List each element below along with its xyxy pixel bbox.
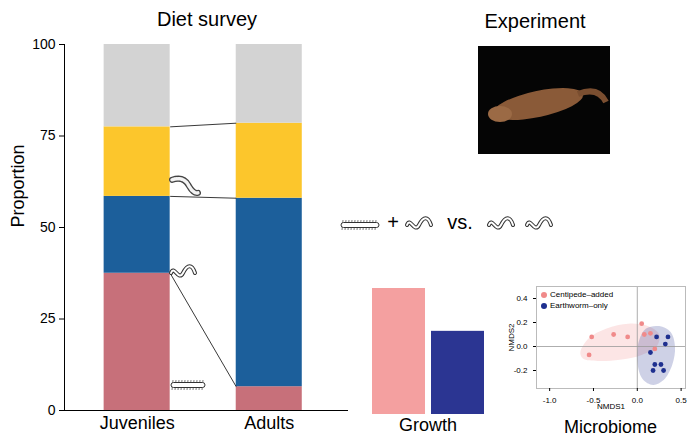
svg-text:0.5: 0.5 [676, 396, 688, 405]
svg-text:0.0: 0.0 [516, 342, 528, 351]
html-text:vs.: vs. [447, 211, 473, 233]
html-text:Experiment: Experiment [484, 10, 586, 32]
svg-text:100: 100 [32, 36, 56, 52]
svg-text:Adults: Adults [244, 413, 294, 433]
svg-text:0.4: 0.4 [516, 294, 528, 303]
svg-text:NMDS1: NMDS1 [597, 402, 626, 411]
svg-text:75: 75 [40, 127, 56, 143]
svg-text:0.2: 0.2 [516, 318, 528, 327]
svg-text:50: 50 [40, 219, 56, 235]
html-text:Earthworm–only: Earthworm–only [550, 301, 608, 310]
svg-text:NMDS2: NMDS2 [507, 323, 516, 352]
html-text:Centipede–added: Centipede–added [550, 290, 614, 299]
svg-text:-0.5: -0.5 [586, 396, 601, 406]
svg-text:-1.0: -1.0 [543, 396, 557, 405]
svg-text:0.0: 0.0 [632, 396, 644, 405]
svg-text:-0.2: -0.2 [514, 366, 528, 375]
svg-text:0: 0 [48, 402, 56, 418]
html-text:Diet survey: Diet survey [157, 8, 257, 30]
html-text:Growth: Growth [399, 415, 457, 435]
svg-text:Juveniles: Juveniles [100, 413, 175, 433]
svg-text:Proportion: Proportion [8, 144, 28, 227]
svg-text:25: 25 [40, 310, 56, 326]
html-text:Microbiome: Microbiome [564, 417, 657, 437]
